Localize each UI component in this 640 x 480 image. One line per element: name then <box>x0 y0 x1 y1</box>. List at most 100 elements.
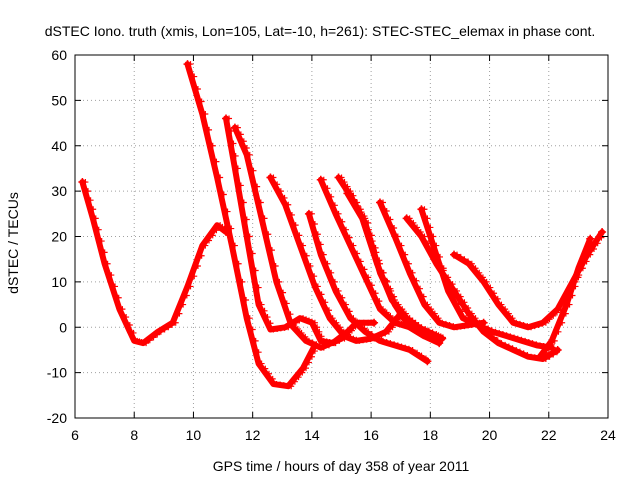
data-point <box>317 241 324 248</box>
data-point <box>348 327 355 334</box>
data-point <box>267 320 274 327</box>
data-point <box>581 257 588 264</box>
data-point <box>261 307 268 314</box>
plot-data <box>78 60 607 390</box>
data-point <box>461 299 468 306</box>
data-point <box>169 321 176 328</box>
data-point <box>187 283 194 290</box>
data-point <box>318 291 325 298</box>
data-point <box>336 337 343 344</box>
data-point <box>399 306 406 313</box>
y-tick-label: -10 <box>47 365 67 381</box>
y-tick-label: 50 <box>51 92 67 108</box>
data-point <box>283 300 290 307</box>
data-point <box>288 211 295 218</box>
data-point <box>442 320 449 327</box>
data-point <box>307 262 314 269</box>
data-point <box>82 179 89 186</box>
data-point <box>357 321 364 328</box>
data-point <box>431 310 438 317</box>
data-point <box>488 327 495 334</box>
grid <box>75 55 608 418</box>
data-point <box>405 345 412 352</box>
data-point <box>254 183 261 190</box>
data-point <box>377 260 384 267</box>
data-point <box>586 234 595 243</box>
data-point <box>157 328 164 335</box>
data-point <box>316 328 323 335</box>
data-point <box>249 250 256 257</box>
data-point <box>440 265 447 272</box>
data-point <box>305 317 312 324</box>
data-point <box>237 131 244 138</box>
data-point <box>391 297 398 304</box>
data-point <box>305 337 312 344</box>
data-point <box>235 260 242 267</box>
data-point <box>457 293 464 300</box>
data-point <box>331 278 338 285</box>
data-point <box>546 316 553 323</box>
x-axis-ticks: 6 8 10 12 14 16 18 20 22 24 <box>71 55 616 443</box>
data-point <box>572 283 579 290</box>
data-point <box>417 285 424 292</box>
y-axis-title: dSTEC / TECUs <box>5 192 21 294</box>
data-point <box>226 115 233 122</box>
series-line <box>451 229 606 331</box>
data-point <box>243 145 250 152</box>
data-point <box>398 343 405 350</box>
data-point <box>502 341 509 348</box>
data-point <box>479 274 486 281</box>
data-point <box>394 233 401 240</box>
data-point <box>314 324 321 331</box>
data-point <box>305 359 312 366</box>
data-point <box>520 350 527 357</box>
data-point <box>180 301 187 308</box>
data-point <box>295 374 302 381</box>
data-point <box>303 316 310 323</box>
data-point <box>491 290 498 297</box>
data-point <box>462 315 469 322</box>
data-point <box>230 140 237 147</box>
data-point <box>337 324 344 331</box>
data-point <box>130 329 137 336</box>
data-point <box>146 337 153 344</box>
data-point <box>425 327 432 334</box>
data-point <box>481 323 488 330</box>
data-point <box>351 196 358 203</box>
data-point <box>546 353 553 360</box>
data-point <box>465 258 472 265</box>
y-tick-label: 0 <box>59 319 67 335</box>
data-point <box>461 256 468 263</box>
x-tick-label: 16 <box>363 427 379 443</box>
data-point <box>428 306 435 313</box>
data-point <box>372 290 379 297</box>
data-point <box>300 242 307 249</box>
data-point <box>344 183 351 190</box>
data-point <box>246 315 253 322</box>
data-point <box>287 311 294 318</box>
data-point <box>524 352 531 359</box>
data-point <box>255 284 262 291</box>
data-point <box>368 331 375 338</box>
data-point <box>257 199 264 206</box>
data-point <box>420 293 427 300</box>
data-point <box>548 341 555 348</box>
data-point <box>529 340 536 347</box>
data-point <box>494 337 501 344</box>
data-point <box>454 287 461 294</box>
data-point <box>398 242 405 249</box>
data-point <box>513 319 520 326</box>
data-point <box>531 323 538 330</box>
data-point <box>384 278 391 285</box>
data-point <box>365 328 372 335</box>
y-tick-label: -20 <box>47 410 67 426</box>
x-tick-label: 20 <box>482 427 498 443</box>
y-axis-ticks: -20 -10 0 10 20 30 40 50 60 <box>47 47 608 426</box>
data-point <box>243 216 250 223</box>
data-point <box>365 226 372 233</box>
data-point <box>496 329 503 336</box>
data-point <box>553 349 560 356</box>
data-point <box>335 210 342 217</box>
data-point <box>302 333 309 340</box>
